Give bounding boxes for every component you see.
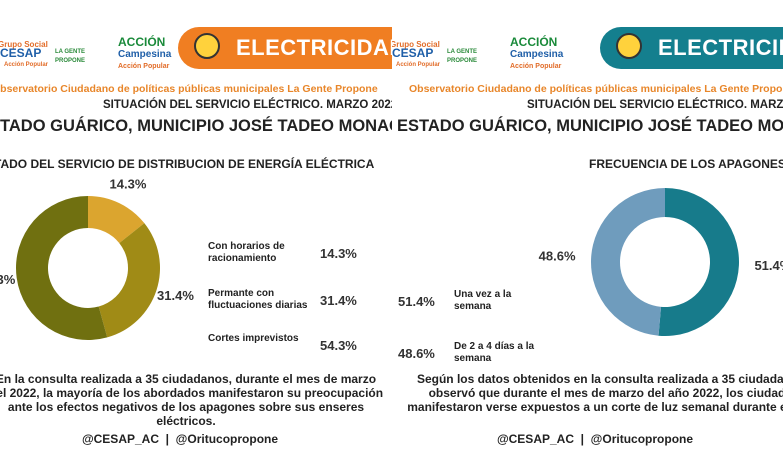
slice-label: 48.6% [539, 249, 576, 264]
logo-text: Acción Popular [510, 63, 562, 70]
legend-label: De 2 a 4 días a la semana [454, 341, 535, 364]
legend-value: 51.4% [398, 294, 435, 309]
legend-value: 54.3% [320, 338, 357, 353]
legend-label: Con horarios de racionamiento [208, 241, 285, 264]
banner: ELECTRICIDAD [600, 27, 783, 69]
pie-slice [658, 188, 739, 336]
legend-value: 31.4% [320, 293, 357, 308]
location: ESTADO GUÁRICO, MUNICIPIO JOSÉ TADEO MON… [0, 117, 392, 135]
logo-text: ACCIÓN [118, 35, 166, 49]
pie-slice [98, 223, 160, 338]
pie-slice [88, 196, 145, 244]
legend-value: 48.6% [398, 346, 435, 361]
legend-label: Permante con fluctuaciones diarias [208, 288, 308, 311]
logo-text: ACCIÓN [510, 35, 558, 49]
logo-text: LA GENTE PROPONE [446, 49, 478, 64]
banner: ELECTRICIDAD [178, 27, 392, 69]
situation: SITUACIÓN DEL SERVICIO ELÉCTRICO. MARZO … [527, 99, 783, 111]
bulb-icon [616, 33, 642, 59]
logo-text: Grupo Social [0, 40, 48, 49]
footer: @CESAP_AC | @Oritucopropone [496, 432, 694, 446]
logo-text: LA GENTE PROPONE [54, 49, 86, 64]
logo-text: CESAP [392, 46, 434, 60]
chart-title: ESTADO DEL SERVICIO DE DISTRIBUCION DE E… [0, 157, 375, 171]
location: ESTADO GUÁRICO, MUNICIPIO JOSÉ TADEO MON… [397, 117, 783, 135]
logo-text: Campesina [118, 49, 172, 60]
banner-text: ELECTRICIDAD [236, 35, 392, 60]
banner-text: ELECTRICIDAD [658, 35, 783, 60]
summary: Según los datos obtenidos en la consulta… [407, 372, 783, 414]
situation: SITUACIÓN DEL SERVICIO ELÉCTRICO. MARZO … [103, 99, 392, 111]
bulb-icon [194, 33, 220, 59]
pie-slice [590, 188, 665, 336]
logo-text: Acción Popular [118, 63, 170, 70]
legend-label: Una vez a la semana [454, 289, 512, 312]
summary: En la consulta realizada a 35 ciudadanos… [0, 372, 384, 428]
observatory: Observatorio Ciudadano de políticas públ… [0, 83, 378, 95]
chart-title: FRECUENCIA DE LOS APAGONES [589, 157, 783, 171]
logo-text: Grupo Social [392, 40, 440, 49]
pie-slice [15, 196, 108, 340]
chart: 14.3% 31.4% 54.3% [0, 177, 194, 340]
slice-label: 54.3% [0, 272, 16, 287]
slice-label: 51.4% [754, 258, 783, 273]
chart: 51.4% 48.6% [539, 188, 783, 336]
logo-text: CESAP [0, 46, 42, 60]
legend-label: Cortes imprevistos [208, 333, 299, 344]
panel: Grupo Social CESAP Acción Popular LA GENTE … [0, 27, 392, 446]
slice-label: 14.3% [110, 177, 147, 192]
logo-text: Campesina [510, 49, 564, 60]
observatory: Observatorio Ciudadano de políticas públ… [409, 83, 783, 95]
footer: @CESAP_AC | @Oritucopropone [81, 432, 279, 446]
logo-text: Acción Popular [4, 62, 49, 68]
slice-label: 31.4% [157, 288, 194, 303]
legend-value: 14.3% [320, 246, 357, 261]
logo-text: Acción Popular [396, 62, 441, 68]
panel: Grupo Social CESAP Acción Popular LA GENTE … [392, 0, 783, 450]
